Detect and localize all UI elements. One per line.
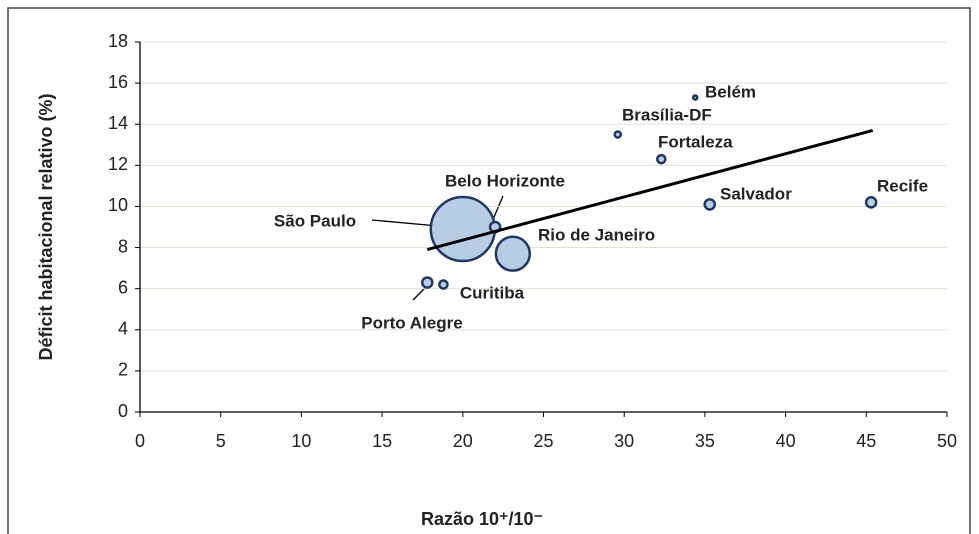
bubble: [703, 198, 717, 211]
y-tick-label: 18: [108, 31, 128, 51]
bubble: [494, 235, 532, 272]
y-tick-label: 10: [108, 195, 128, 215]
y-tick-label: 6: [118, 277, 128, 297]
x-tick-label: 45: [856, 431, 876, 451]
data-label: Rio de Janeiro: [538, 225, 655, 244]
bubble: [613, 130, 623, 139]
x-tick-label: 50: [937, 431, 957, 451]
y-tick-label: 14: [108, 113, 128, 133]
trendline: [426, 128, 874, 252]
data-label: Belo Horizonte: [445, 171, 565, 190]
y-tick-label: 4: [118, 319, 128, 339]
data-label: Curitiba: [460, 283, 525, 302]
data-label: Recife: [877, 176, 928, 195]
chart-frame: [7, 7, 971, 534]
data-label: Belém: [705, 82, 756, 101]
leader-line: [412, 287, 426, 301]
y-tick-label: 12: [108, 154, 128, 174]
x-tick-label: 0: [135, 431, 145, 451]
x-tick-label: 10: [291, 431, 311, 451]
bubble: [864, 196, 878, 209]
data-label: Salvador: [720, 184, 792, 203]
bubble: [656, 153, 667, 165]
data-label: São Paulo: [274, 211, 356, 230]
data-label: Fortaleza: [658, 132, 733, 151]
bubble: [438, 279, 449, 290]
data-label: Porto Alegre: [361, 313, 462, 332]
bubble: [691, 94, 699, 101]
x-tick-label: 25: [533, 431, 553, 451]
y-tick-label: 0: [118, 401, 128, 421]
y-axis-label: Déficit habitacional relativo (%): [36, 93, 56, 360]
y-tick-label: 2: [118, 360, 128, 380]
x-tick-label: 35: [695, 431, 715, 451]
data-label: Brasília-DF: [622, 105, 712, 124]
bubble: [429, 195, 497, 263]
x-axis-label: Razão 10⁺/10⁻: [421, 509, 543, 529]
y-tick-label: 16: [108, 72, 128, 92]
bubble: [420, 276, 434, 289]
x-tick-label: 40: [776, 431, 796, 451]
x-tick-label: 20: [453, 431, 473, 451]
y-tick-label: 8: [118, 236, 128, 256]
x-tick-label: 30: [614, 431, 634, 451]
x-tick-label: 15: [372, 431, 392, 451]
x-tick-label: 5: [216, 431, 226, 451]
